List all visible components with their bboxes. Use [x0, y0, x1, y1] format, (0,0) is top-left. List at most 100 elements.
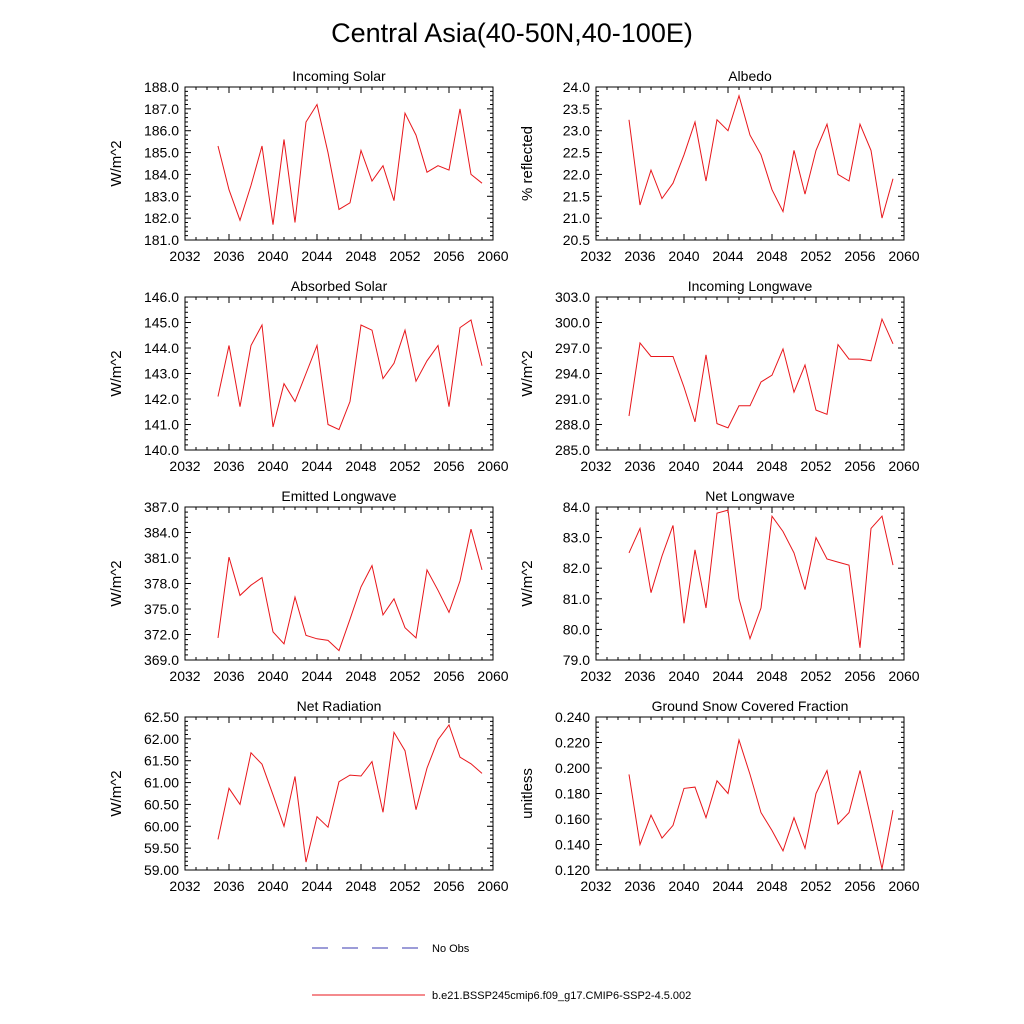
panel-title: Incoming Solar: [292, 68, 386, 84]
x-tick-label: 2056: [844, 458, 875, 474]
x-tick-label: 2056: [433, 458, 464, 474]
y-tick-label: 294.0: [555, 366, 590, 382]
x-tick-label: 2056: [844, 248, 875, 264]
y-tick-label: 59.00: [144, 862, 179, 878]
x-tick-label: 2052: [800, 458, 831, 474]
y-axis-label: W/m^2: [519, 350, 536, 396]
x-tick-label: 2036: [213, 248, 244, 264]
y-tick-label: 182.0: [144, 210, 179, 226]
panel-title: Absorbed Solar: [291, 278, 388, 294]
y-tick-label: 80.0: [563, 621, 590, 637]
y-tick-label: 60.00: [144, 818, 179, 834]
y-tick-label: 23.5: [563, 101, 590, 117]
x-tick-label: 2060: [888, 458, 919, 474]
x-tick-label: 2048: [345, 248, 376, 264]
y-tick-label: 21.0: [563, 210, 590, 226]
y-tick-label: 0.120: [555, 862, 590, 878]
y-tick-label: 21.5: [563, 188, 590, 204]
y-tick-label: 62.50: [144, 709, 179, 725]
x-tick-label: 2052: [389, 668, 420, 684]
panel-net-radiation: Net Radiation W/m^2 2032 2036 2040 2044 2048 20…: [108, 698, 509, 894]
y-axis-label: unitless: [519, 768, 536, 819]
y-tick-label: 288.0: [555, 417, 590, 433]
x-tick-label: 2056: [844, 878, 875, 894]
x-tick-label: 2044: [712, 458, 743, 474]
x-tick-label: 2040: [668, 668, 699, 684]
y-tick-label: 185.0: [144, 145, 179, 161]
x-tick-label: 2052: [800, 668, 831, 684]
x-tick-label: 2036: [624, 458, 655, 474]
x-tick-label: 2036: [624, 668, 655, 684]
y-tick-label: 0.160: [555, 811, 590, 827]
x-tick-label: 2044: [301, 248, 332, 264]
x-tick-label: 2032: [169, 248, 200, 264]
x-tick-label: 2048: [345, 668, 376, 684]
y-axis-label: % reflected: [519, 126, 536, 201]
y-tick-label: 183.0: [144, 188, 179, 204]
y-tick-label: 23.0: [563, 123, 590, 139]
x-tick-label: 2036: [213, 458, 244, 474]
legend: No Obs b.e21.BSSP245cmip6.f09_g17.CMIP6-…: [312, 943, 691, 1002]
y-tick-label: 62.00: [144, 731, 179, 747]
x-tick-label: 2060: [888, 248, 919, 264]
y-tick-label: 0.180: [555, 786, 590, 802]
series-line-model: [217, 723, 483, 863]
x-tick-label: 2040: [668, 878, 699, 894]
x-tick-label: 2040: [257, 248, 288, 264]
y-axis-label: W/m^2: [108, 560, 125, 606]
panel-emitted-longwave: Emitted Longwave W/m^2 2032 2036 2040 2044 204…: [108, 488, 509, 684]
x-tick-label: 2060: [477, 668, 508, 684]
x-tick-label: 2048: [756, 668, 787, 684]
y-tick-label: 146.0: [144, 289, 179, 305]
y-tick-label: 61.50: [144, 753, 179, 769]
y-tick-label: 186.0: [144, 123, 179, 139]
x-tick-label: 2040: [257, 458, 288, 474]
y-tick-label: 81.0: [563, 591, 590, 607]
plot-frame: [595, 86, 905, 241]
x-tick-label: 2056: [433, 878, 464, 894]
y-tick-label: 145.0: [144, 315, 179, 331]
plot-frame: [184, 716, 494, 871]
y-tick-label: 372.0: [144, 627, 179, 643]
panel-title: Ground Snow Covered Fraction: [652, 698, 849, 714]
y-tick-label: 384.0: [144, 525, 179, 541]
x-tick-label: 2036: [624, 878, 655, 894]
panel-incoming-longwave: Incoming Longwave W/m^2 2032 2036 2040 2044 20…: [519, 278, 920, 474]
x-tick-label: 2048: [756, 248, 787, 264]
y-tick-label: 375.0: [144, 601, 179, 617]
x-tick-label: 2060: [888, 878, 919, 894]
x-tick-label: 2032: [169, 878, 200, 894]
y-tick-label: 140.0: [144, 442, 179, 458]
x-tick-label: 2048: [756, 458, 787, 474]
panel-title: Incoming Longwave: [688, 278, 813, 294]
y-tick-label: 22.0: [563, 166, 590, 182]
series-line-model: [217, 528, 483, 652]
x-tick-label: 2044: [712, 248, 743, 264]
y-tick-label: 184.0: [144, 166, 179, 182]
y-tick-label: 181.0: [144, 232, 179, 248]
x-tick-label: 2036: [624, 248, 655, 264]
y-tick-label: 381.0: [144, 550, 179, 566]
x-tick-label: 2032: [169, 668, 200, 684]
x-tick-label: 2052: [389, 248, 420, 264]
x-tick-label: 2052: [800, 248, 831, 264]
x-tick-label: 2044: [301, 458, 332, 474]
y-tick-label: 297.0: [555, 340, 590, 356]
x-tick-label: 2040: [257, 668, 288, 684]
y-tick-label: 20.5: [563, 232, 590, 248]
x-tick-label: 2032: [580, 668, 611, 684]
plot-frame: [184, 506, 494, 661]
y-tick-label: 143.0: [144, 366, 179, 382]
series-line-model: [628, 93, 894, 219]
x-tick-label: 2048: [756, 878, 787, 894]
x-tick-label: 2044: [712, 878, 743, 894]
panels: Incoming Solar W/m^2 2032 2036 2040 2044 2048 2…: [108, 68, 920, 894]
series-line-model: [217, 319, 483, 431]
y-tick-label: 24.0: [563, 79, 590, 95]
panel-absorbed-solar: Absorbed Solar W/m^2 2032 2036 2040 2044 2048 2…: [108, 278, 509, 474]
plot-frame: [184, 86, 494, 241]
x-tick-label: 2040: [668, 248, 699, 264]
panel-title: Emitted Longwave: [281, 488, 396, 504]
x-tick-label: 2036: [213, 878, 244, 894]
